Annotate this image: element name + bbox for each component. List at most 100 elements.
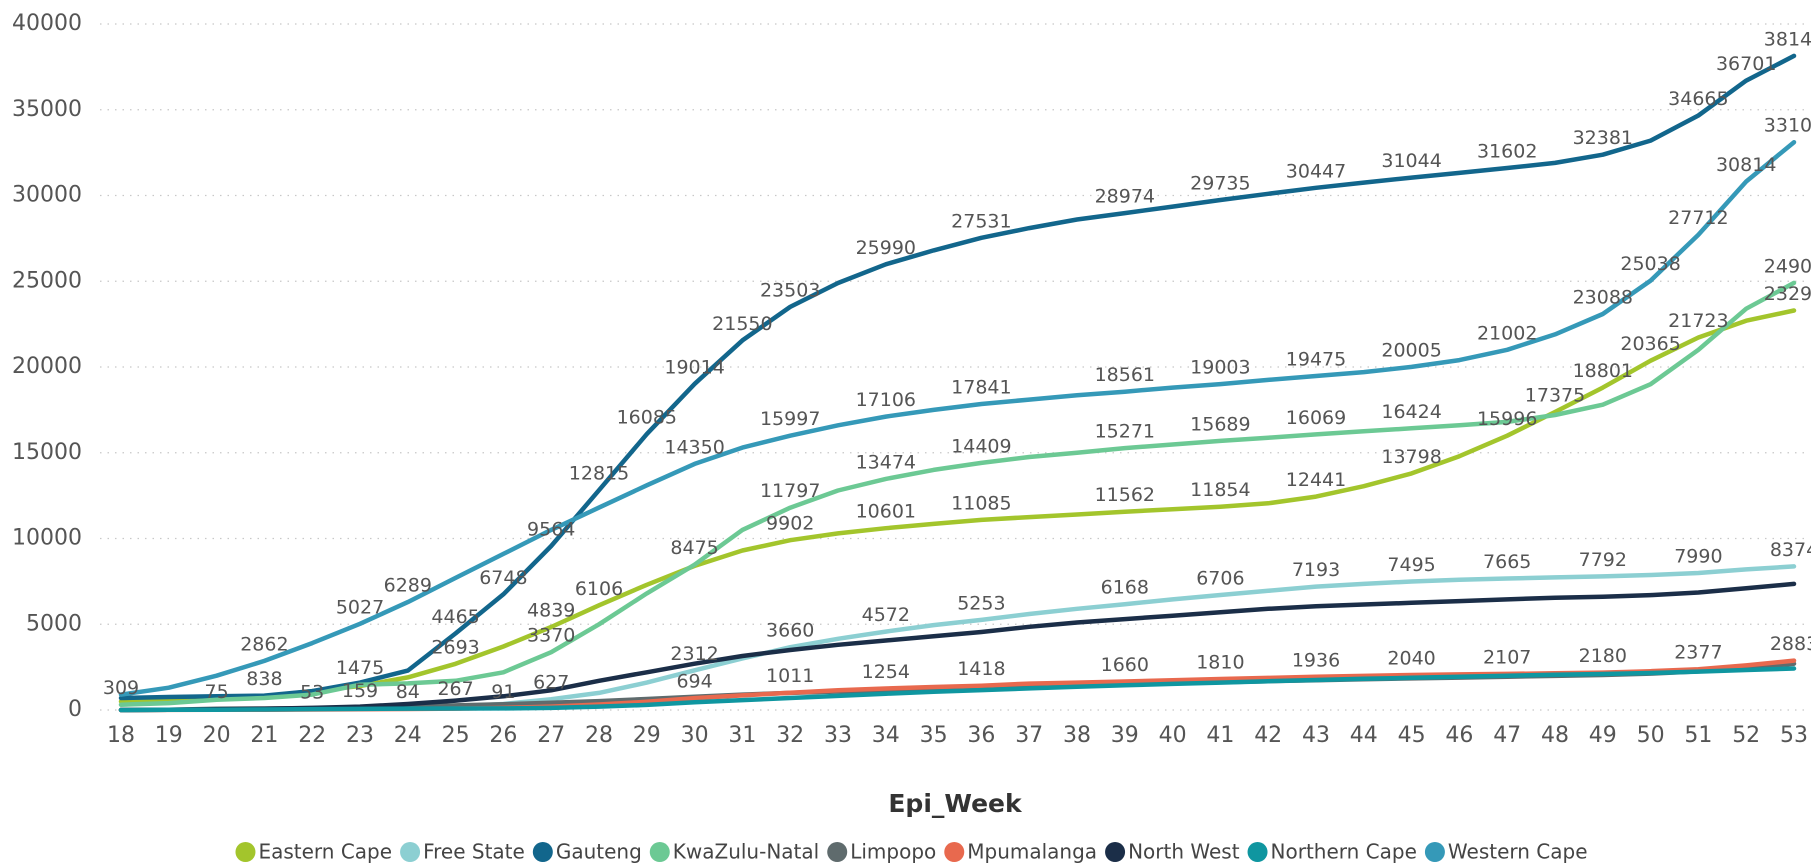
x-tick-label: 35 xyxy=(920,723,948,748)
data-label: 13798 xyxy=(1381,446,1441,468)
data-label: 2180 xyxy=(1579,645,1627,667)
x-tick-label: 47 xyxy=(1493,723,1521,748)
data-label: 27531 xyxy=(951,210,1011,232)
data-label: 23503 xyxy=(760,279,820,301)
data-label: 25990 xyxy=(856,237,916,259)
x-tick-label: 30 xyxy=(681,723,709,748)
x-tick-label: 51 xyxy=(1684,723,1712,748)
data-label: 11085 xyxy=(951,492,1011,514)
data-label: 91 xyxy=(491,681,515,703)
legend-marker xyxy=(532,842,553,862)
data-label: 18801 xyxy=(1573,360,1633,382)
x-tick-label: 41 xyxy=(1206,723,1234,748)
series-line xyxy=(118,53,1797,701)
x-axis-title: Epi_Week xyxy=(888,789,1023,818)
data-label: 29735 xyxy=(1190,173,1250,195)
legend-label: Limpopo xyxy=(850,840,936,864)
data-label: 8475 xyxy=(670,537,718,559)
data-label: 84 xyxy=(396,681,420,703)
y-tick-label: 25000 xyxy=(12,268,82,293)
data-label: 3370 xyxy=(527,625,575,647)
legend-label: KwaZulu-Natal xyxy=(673,840,819,864)
data-label: 6168 xyxy=(1101,577,1149,599)
data-label: 16424 xyxy=(1381,401,1441,423)
legend-label: Western Cape xyxy=(1448,840,1588,864)
x-tick-label: 28 xyxy=(585,723,613,748)
x-tick-label: 23 xyxy=(346,723,374,748)
y-tick-label: 20000 xyxy=(12,354,82,379)
legend-label: Free State xyxy=(423,840,525,864)
legend-marker xyxy=(827,842,848,862)
data-label: 28974 xyxy=(1095,186,1155,208)
data-label: 21550 xyxy=(712,313,772,335)
x-tick-label: 46 xyxy=(1445,723,1473,748)
data-label: 6706 xyxy=(1196,567,1244,589)
x-tick-label: 42 xyxy=(1254,723,1282,748)
data-label: 7792 xyxy=(1579,549,1627,571)
data-label: 2312 xyxy=(670,643,718,665)
data-label: 14409 xyxy=(951,435,1011,457)
data-label: 19475 xyxy=(1286,349,1346,371)
data-label: 309 xyxy=(103,677,139,699)
series-line xyxy=(118,308,1797,704)
data-label: 6748 xyxy=(479,567,527,589)
data-label: 27712 xyxy=(1668,207,1728,229)
x-tick-label: 48 xyxy=(1541,723,1569,748)
data-label: 1475 xyxy=(336,657,384,679)
data-label: 11797 xyxy=(760,480,820,502)
series-line xyxy=(118,581,1797,713)
data-label: 33107 xyxy=(1764,115,1811,137)
legend-marker xyxy=(944,842,965,862)
data-label: 7990 xyxy=(1674,545,1722,567)
data-label: 2377 xyxy=(1674,642,1722,664)
data-label: 13474 xyxy=(856,451,916,473)
data-label: 23088 xyxy=(1573,287,1633,309)
data-label: 1810 xyxy=(1196,651,1244,673)
data-label: 31602 xyxy=(1477,141,1537,163)
data-label: 12441 xyxy=(1286,469,1346,491)
data-label: 16085 xyxy=(617,407,677,429)
x-tick-label: 31 xyxy=(728,723,756,748)
data-label: 2040 xyxy=(1387,648,1435,670)
data-label: 1418 xyxy=(957,658,1005,680)
data-label: 21723 xyxy=(1668,310,1728,332)
data-label: 38142 xyxy=(1764,28,1811,50)
data-label: 23295 xyxy=(1764,283,1811,305)
data-label: 4465 xyxy=(431,606,479,628)
legend-label: Eastern Cape xyxy=(258,840,392,864)
data-label: 267 xyxy=(437,678,473,700)
data-label: 17375 xyxy=(1525,385,1585,407)
data-label: 20365 xyxy=(1620,333,1680,355)
legend-marker xyxy=(1105,842,1126,862)
data-label: 75 xyxy=(205,681,229,703)
x-tick-label: 45 xyxy=(1398,723,1426,748)
data-label: 7495 xyxy=(1387,554,1435,576)
x-tick-label: 39 xyxy=(1111,723,1139,748)
x-tick-label: 38 xyxy=(1063,723,1091,748)
data-label: 15271 xyxy=(1095,421,1155,443)
series-line xyxy=(118,280,1797,707)
data-label: 1011 xyxy=(766,665,814,687)
data-label: 15996 xyxy=(1477,408,1537,430)
x-tick-label: 27 xyxy=(537,723,565,748)
data-label: 2693 xyxy=(431,636,479,658)
data-label: 6289 xyxy=(384,575,432,597)
data-label: 9564 xyxy=(527,518,575,540)
data-label: 2862 xyxy=(240,633,288,655)
legend-marker xyxy=(400,842,421,862)
legend-label: Northern Cape xyxy=(1271,840,1417,864)
data-label: 3660 xyxy=(766,620,814,642)
x-tick-label: 34 xyxy=(872,723,900,748)
data-label: 6106 xyxy=(575,578,623,600)
x-tick-label: 29 xyxy=(633,723,661,748)
x-tick-label: 20 xyxy=(203,723,231,748)
x-tick-label: 25 xyxy=(442,723,470,748)
y-tick-label: 15000 xyxy=(12,440,82,465)
data-label: 36701 xyxy=(1716,53,1776,75)
x-tick-label: 43 xyxy=(1302,723,1330,748)
data-label: 5253 xyxy=(957,592,1005,614)
data-label: 4839 xyxy=(527,600,575,622)
data-label: 20005 xyxy=(1381,339,1441,361)
